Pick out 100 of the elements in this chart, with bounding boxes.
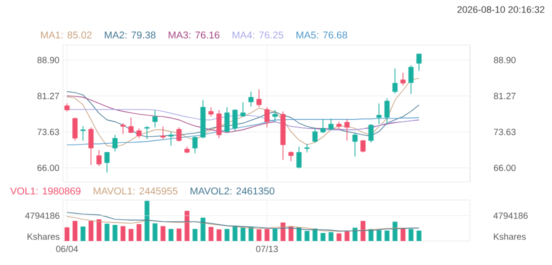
bar	[392, 222, 398, 241]
text: Kshares	[494, 233, 526, 240]
candlestick	[352, 132, 358, 157]
bar	[344, 231, 350, 241]
bar	[184, 210, 190, 241]
candlestick	[392, 68, 398, 94]
text: MA5: 76.68	[296, 31, 348, 39]
bar	[384, 230, 390, 241]
bar	[168, 228, 174, 241]
bar	[112, 224, 118, 241]
candlestick	[136, 128, 142, 139]
text: MAVOL1: 2445955	[94, 187, 178, 195]
y-tick-label: 73.63	[37, 128, 60, 136]
bar	[264, 228, 270, 241]
text: MA3: 76.16	[168, 31, 220, 39]
x-tick-label: 06/04	[56, 246, 78, 252]
candlestick	[120, 122, 126, 134]
candlestick	[320, 118, 326, 134]
bar	[176, 228, 182, 241]
bar	[360, 220, 366, 241]
bar	[120, 226, 126, 241]
text: 4794186	[25, 212, 60, 219]
candlestick	[216, 110, 222, 139]
bar	[376, 230, 382, 241]
candlestick	[128, 117, 134, 134]
candlestick	[208, 106, 214, 117]
candlestick	[152, 110, 158, 128]
candlestick	[416, 54, 422, 72]
candlestick	[408, 64, 414, 94]
bar	[96, 219, 102, 241]
bar	[192, 228, 198, 241]
y2-tick-label: 81.27	[494, 92, 516, 100]
bar	[288, 226, 294, 241]
bar	[232, 226, 238, 241]
y2-tick-label: 73.63	[494, 128, 516, 136]
candlestick	[104, 151, 110, 173]
bar	[352, 228, 358, 241]
bar	[64, 227, 70, 241]
candlestick	[304, 143, 310, 153]
y2-tick-label: 88.90	[494, 56, 516, 64]
bar	[296, 227, 302, 241]
text: 4794186	[493, 212, 528, 219]
bar	[256, 229, 262, 241]
y-tick-label: 66.00	[37, 164, 60, 172]
bar	[200, 218, 206, 241]
bar	[216, 229, 222, 241]
y2-tick-label: 66.00	[494, 164, 516, 172]
candlestick	[168, 131, 174, 146]
candlestick	[232, 109, 238, 132]
candlestick	[272, 110, 278, 122]
bar	[400, 228, 406, 241]
bar	[104, 224, 110, 241]
bar	[280, 222, 286, 241]
candlestick	[176, 126, 182, 142]
y-axis-title: Kshares	[28, 233, 60, 240]
candlestick	[400, 72, 406, 86]
text: MA2: 79.38	[104, 31, 156, 39]
bar	[240, 228, 246, 241]
bar	[160, 226, 166, 241]
candlestick	[256, 88, 262, 108]
bar	[128, 228, 134, 241]
y-tick-label: 81.27	[37, 92, 60, 100]
candlestick	[368, 124, 374, 143]
bar	[72, 220, 78, 241]
bar	[144, 200, 150, 241]
candlestick	[72, 117, 78, 141]
candlestick	[248, 91, 254, 108]
candlestick	[240, 102, 246, 117]
candlestick	[160, 126, 166, 140]
candlestick	[360, 140, 366, 153]
text: 2026-08-10 20:16:32	[457, 6, 544, 13]
candlestick	[88, 126, 94, 166]
candlestick	[288, 150, 294, 162]
candlestick	[264, 106, 270, 128]
bar	[88, 220, 94, 241]
candlestick	[376, 102, 382, 124]
text: VOL1: 1980869	[10, 187, 80, 195]
candlestick	[224, 106, 230, 133]
candlestick	[344, 118, 350, 141]
bar	[328, 232, 334, 241]
bar	[416, 230, 422, 241]
candlestick	[144, 126, 150, 140]
bar	[312, 228, 318, 241]
bar	[136, 224, 142, 241]
text: MA1: 85.02	[41, 31, 92, 39]
candlestick	[80, 126, 86, 141]
bar	[320, 232, 326, 241]
candlestick	[192, 136, 198, 154]
candlestick	[384, 98, 390, 124]
bar	[224, 228, 230, 241]
bar	[408, 228, 414, 241]
candlestick	[312, 126, 318, 143]
bar	[80, 226, 86, 241]
candlestick	[112, 134, 118, 152]
bar	[208, 226, 214, 241]
candlestick	[96, 150, 102, 166]
bar	[152, 223, 158, 241]
text: MAVOL2: 2461350	[190, 187, 274, 195]
bar	[272, 228, 278, 241]
bar	[248, 226, 254, 241]
